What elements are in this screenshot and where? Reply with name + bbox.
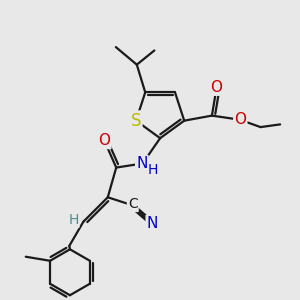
- Text: H: H: [148, 163, 158, 177]
- Text: C: C: [128, 197, 138, 211]
- Text: O: O: [98, 133, 110, 148]
- Text: O: O: [210, 80, 222, 95]
- Text: O: O: [234, 112, 246, 127]
- Text: H: H: [68, 213, 79, 227]
- Text: N: N: [147, 216, 158, 231]
- Text: S: S: [131, 112, 141, 130]
- Text: N: N: [136, 156, 148, 171]
